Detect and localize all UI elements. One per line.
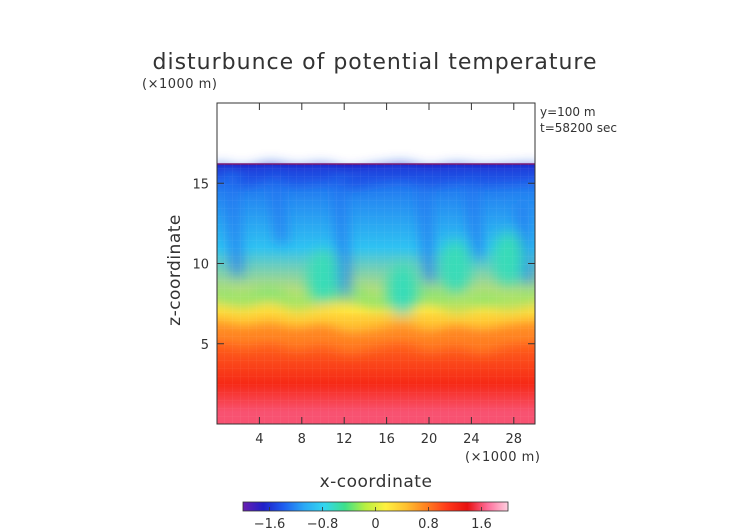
annotation-t: t=58200 sec <box>540 121 617 135</box>
chart-title: disturbunce of potential temperature <box>153 50 598 75</box>
x-unit-label: (×1000 m) <box>465 450 540 465</box>
x-tick-label: 8 <box>298 432 306 447</box>
y-tick-label: 15 <box>192 177 209 192</box>
x-tick-label: 28 <box>506 432 523 447</box>
colorbar: −1.6 −0.8 0 0.8 1.6 <box>242 501 509 532</box>
colorbar-tick-label: 1.6 <box>471 517 492 532</box>
colorbar-tick-label: 0.8 <box>418 517 439 532</box>
colorbar-tick-label: 0 <box>371 517 379 532</box>
z-unit-label: (×1000 m) <box>142 77 217 92</box>
y-tick-label: 10 <box>192 258 209 273</box>
y-axis-ticks: 5 10 15 <box>192 177 535 353</box>
x-tick-label: 24 <box>463 432 480 447</box>
x-axis-ticks: 4 8 12 16 20 24 28 <box>255 103 522 447</box>
colorbar-tick-label: −1.6 <box>254 517 286 532</box>
x-tick-label: 20 <box>421 432 438 447</box>
colorbar-tick-label: −0.8 <box>307 517 339 532</box>
y-tick-label: 5 <box>201 338 209 353</box>
x-axis-label: x-coordinate <box>320 472 433 492</box>
x-tick-label: 16 <box>378 432 395 447</box>
x-tick-label: 4 <box>255 432 263 447</box>
plot-area <box>217 163 535 424</box>
y-axis-label: z-coordinate <box>165 214 185 326</box>
x-tick-label: 12 <box>336 432 353 447</box>
annotation-y: y=100 m <box>540 105 596 119</box>
